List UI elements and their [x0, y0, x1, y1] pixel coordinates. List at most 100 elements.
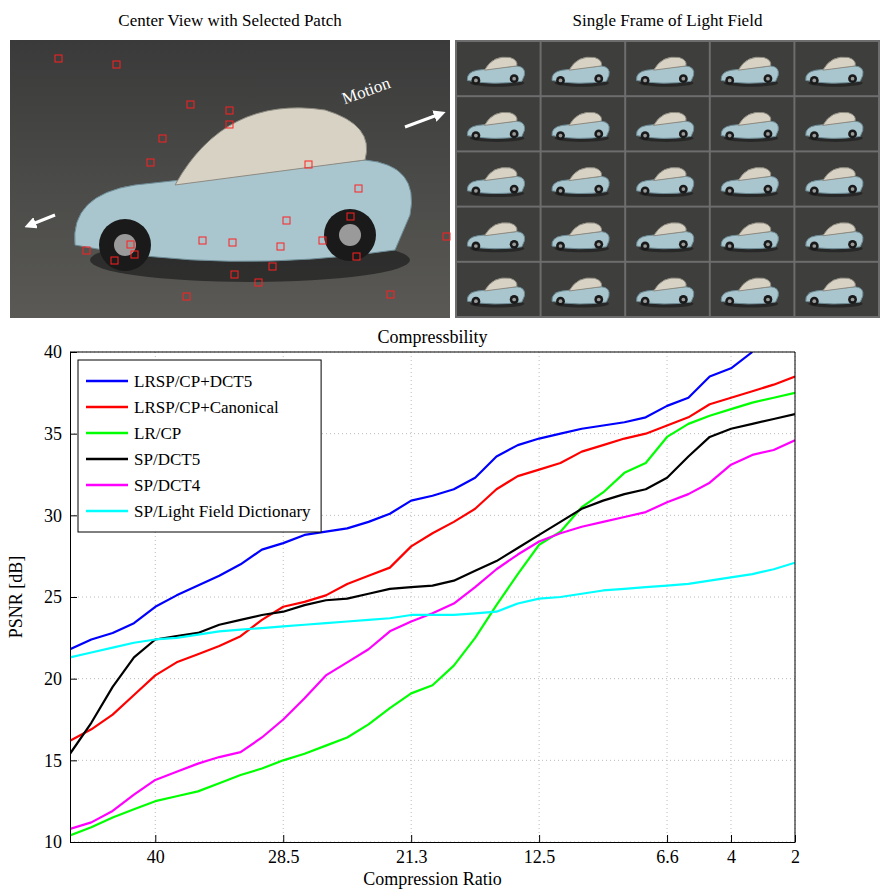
view-background — [542, 42, 625, 95]
view-background — [626, 263, 709, 316]
car-canopy — [569, 57, 602, 70]
view-tile — [626, 263, 709, 316]
car-canopy — [654, 278, 687, 291]
car-wheel — [594, 185, 603, 194]
view-tile — [795, 97, 878, 150]
car-wheel — [810, 242, 819, 251]
car-wheel — [679, 129, 688, 138]
view-tile — [795, 42, 878, 95]
car-wheel — [679, 185, 688, 194]
selected-patch — [131, 251, 138, 258]
car-hub — [559, 244, 563, 248]
view-background — [711, 42, 794, 95]
motion-arrow — [30, 215, 55, 225]
car-hub — [339, 224, 361, 246]
car-hub — [643, 244, 647, 248]
car-wheel — [594, 240, 603, 249]
car-canopy — [484, 223, 517, 236]
car-hub — [114, 234, 136, 256]
x-tick: 21.3 — [396, 835, 428, 867]
car-canopy — [654, 167, 687, 180]
selected-patch — [147, 159, 154, 166]
car-canopy — [654, 112, 687, 125]
y-tick-label: 25 — [44, 587, 62, 607]
x-tick-label: 21.3 — [396, 847, 428, 867]
y-tick-label: 30 — [44, 506, 62, 526]
y-tick: 15 — [44, 751, 77, 771]
car-wheel — [848, 74, 857, 83]
x-tick-mark — [539, 835, 540, 842]
grid-line-x — [795, 352, 796, 842]
image-title: Single Frame of Light Field — [573, 11, 763, 30]
y-tick-label: 35 — [44, 424, 62, 444]
car-canopy — [484, 167, 517, 180]
view-tile — [795, 263, 878, 316]
x-tick: 4 — [727, 835, 736, 867]
car-wheel — [848, 129, 857, 138]
car-hub — [812, 79, 816, 83]
car-hub — [766, 132, 770, 136]
car-hub — [597, 187, 601, 191]
plot-background — [70, 352, 795, 842]
selected-patch — [305, 161, 312, 168]
view-tile — [626, 208, 709, 261]
legend: LRSP/CP+DCT5LRSP/CP+CanonicalLR/CPSP/DCT… — [78, 360, 321, 532]
car-wheel — [725, 186, 734, 195]
view-tile — [457, 152, 540, 205]
car-wheel — [324, 209, 376, 261]
view-background — [542, 208, 625, 261]
car-canopy — [738, 57, 771, 70]
car-wheel — [594, 74, 603, 83]
view-tile — [795, 208, 878, 261]
y-tick-label: 10 — [44, 832, 62, 852]
legend-box — [78, 360, 321, 532]
motion-arrow — [405, 114, 440, 127]
view-background — [795, 97, 878, 150]
x-tick-mark — [155, 835, 156, 842]
y-tick-mark — [70, 515, 77, 516]
car-wheel — [725, 76, 734, 85]
x-tick-mark — [283, 835, 284, 842]
car-hub — [766, 298, 770, 302]
car-hub — [851, 77, 855, 81]
light-field-frame — [455, 40, 880, 318]
selected-patch — [319, 237, 326, 244]
view-background — [711, 263, 794, 316]
view-tile — [626, 152, 709, 205]
grid-line-y — [70, 352, 795, 353]
car-hub — [474, 134, 478, 138]
car-wheel — [725, 131, 734, 140]
car-hub — [512, 187, 516, 191]
view-background — [457, 42, 540, 95]
car-hub — [681, 132, 685, 136]
view-background — [542, 152, 625, 205]
legend-label: LRSP/CP+Canonical — [134, 398, 279, 417]
selected-patch — [347, 213, 354, 220]
car-wheel — [848, 295, 857, 304]
view-background — [711, 208, 794, 261]
series-line — [70, 414, 795, 754]
car-wheel — [641, 131, 650, 140]
car-wheel — [556, 131, 565, 140]
car-hub — [851, 298, 855, 302]
view-tile — [542, 263, 625, 316]
car-canopy — [569, 223, 602, 236]
selected-patch — [183, 293, 190, 300]
legend-swatch — [86, 484, 128, 487]
car-canopy — [569, 167, 602, 180]
car-hub — [766, 187, 770, 191]
view-background — [711, 97, 794, 150]
view-tile — [542, 42, 625, 95]
y-tick: 35 — [44, 424, 77, 444]
car-hub — [728, 299, 732, 303]
selected-patch — [83, 247, 90, 254]
view-background — [626, 97, 709, 150]
selected-patch — [355, 185, 362, 192]
car-canopy — [484, 57, 517, 70]
car-hub — [474, 244, 478, 248]
view-tile — [711, 97, 794, 150]
chart: 101520253035404028.521.312.56.642Compres… — [6, 327, 800, 889]
car-wheel — [641, 297, 650, 306]
car-hub — [597, 298, 601, 302]
car-wheel — [594, 129, 603, 138]
